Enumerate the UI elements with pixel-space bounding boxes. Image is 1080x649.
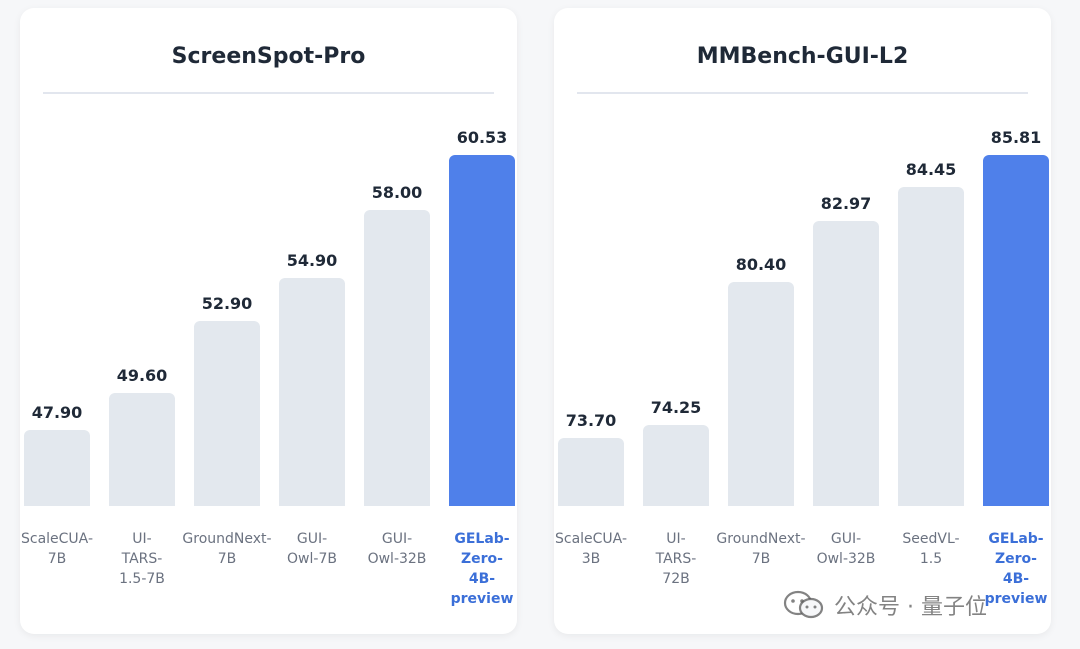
category-label: GroundNext- 7B bbox=[716, 531, 806, 567]
bar-0 bbox=[558, 438, 624, 506]
value-label: 47.90 bbox=[31, 402, 83, 422]
value-label: 58.00 bbox=[371, 183, 423, 203]
value-label: 84.45 bbox=[905, 159, 957, 179]
wechat-icon bbox=[783, 590, 824, 619]
watermark: 公众号 · 量子位 bbox=[782, 588, 987, 622]
category-label: GUI- Owl-32B bbox=[367, 531, 427, 567]
value-label: 74.25 bbox=[650, 398, 702, 418]
title-divider bbox=[43, 92, 494, 94]
category-label: GELab- Zero- 4B- preview bbox=[450, 531, 514, 607]
value-label: 73.70 bbox=[565, 411, 617, 431]
bar-0 bbox=[24, 429, 90, 506]
category-label: GUI- Owl-7B bbox=[287, 531, 337, 567]
value-label: 54.90 bbox=[286, 250, 338, 270]
bar-1 bbox=[643, 425, 709, 506]
bar-5 bbox=[983, 155, 1049, 506]
bar-4 bbox=[364, 210, 430, 506]
bar-2 bbox=[728, 281, 794, 506]
category-label: UI- TARS- 72B bbox=[655, 531, 697, 587]
category-label: ScaleCUA- 7B bbox=[20, 531, 93, 567]
bar-5 bbox=[449, 155, 515, 506]
bar-1 bbox=[109, 392, 175, 506]
value-label: 60.53 bbox=[456, 128, 508, 147]
value-label: 52.90 bbox=[201, 294, 253, 314]
watermark-text: 公众号 · 量子位 bbox=[834, 595, 987, 620]
chart-title: ScreenSpot-Pro bbox=[171, 44, 366, 69]
chart-title: MMBench-GUI-L2 bbox=[696, 44, 909, 69]
bar-2 bbox=[194, 321, 260, 506]
bar-4 bbox=[898, 186, 964, 506]
category-label: GroundNext- 7B bbox=[182, 531, 272, 567]
bar-3 bbox=[279, 277, 345, 506]
chart-panel-screenspot-pro: ScreenSpot-Pro 47.90 ScaleCUA- 7B 49.60 UI-… bbox=[20, 8, 517, 634]
category-label: GELab- Zero- 4B- preview bbox=[984, 531, 1048, 607]
bar-3 bbox=[813, 221, 879, 506]
title-divider bbox=[577, 92, 1028, 94]
category-label: GUI- Owl-32B bbox=[816, 531, 876, 567]
category-label: ScaleCUA- 3B bbox=[554, 531, 627, 567]
value-label: 49.60 bbox=[116, 365, 168, 385]
category-label: SeedVL- 1.5 bbox=[902, 531, 960, 567]
category-label: UI- TARS- 1.5-7B bbox=[119, 531, 165, 587]
chart-panel-mmbench-gui-l2: MMBench-GUI-L2 73.70 ScaleCUA- 3B 74.25 UI-… bbox=[554, 8, 1051, 634]
value-label: 82.97 bbox=[820, 194, 872, 214]
value-label: 80.40 bbox=[735, 254, 787, 274]
value-label: 85.81 bbox=[990, 128, 1042, 147]
bar-plot: 73.70 ScaleCUA- 3B 74.25 UI- TARS- 72B 80.40… bbox=[554, 8, 1051, 634]
bar-plot: 47.90 ScaleCUA- 7B 49.60 UI- TARS- 1.5-7B 52… bbox=[20, 8, 517, 634]
